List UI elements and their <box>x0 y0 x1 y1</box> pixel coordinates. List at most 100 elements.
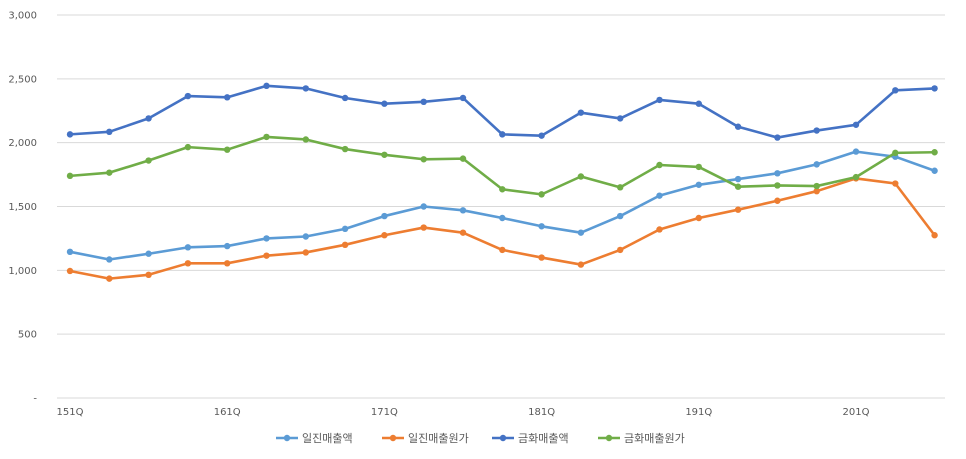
y-tick-label: 500 <box>18 330 37 341</box>
data-point <box>341 145 349 153</box>
data-point <box>66 267 74 275</box>
data-point <box>420 156 427 163</box>
y-tick-label: - <box>33 394 37 405</box>
data-point <box>538 254 545 261</box>
data-point <box>145 250 152 257</box>
data-point <box>184 92 192 100</box>
data-point <box>892 149 899 157</box>
series-line <box>68 135 936 196</box>
series-line <box>68 84 936 139</box>
data-point <box>184 244 192 251</box>
data-point <box>499 131 506 138</box>
data-point <box>499 246 506 254</box>
data-point <box>774 197 781 204</box>
x-tick-label: 171Q <box>371 407 398 418</box>
data-point <box>184 143 192 151</box>
data-point <box>302 85 309 92</box>
data-point <box>459 94 467 102</box>
data-point <box>184 260 192 267</box>
data-point <box>617 212 624 220</box>
data-point <box>145 157 152 164</box>
x-tick-label: 181Q <box>528 407 555 418</box>
y-tick-label: 2,000 <box>8 138 37 149</box>
legend: 일진매출액 일진매출원가 금화매출액 금화매출원가 <box>276 431 685 445</box>
legend-marker <box>389 434 397 442</box>
x-axis-tick-labels: 151Q 161Q 171Q 181Q 191Q 201Q <box>57 407 870 418</box>
data-point <box>774 170 781 177</box>
data-point <box>931 232 938 239</box>
data-point <box>224 146 231 153</box>
y-tick-label: 2,500 <box>8 74 37 85</box>
series-lines <box>66 82 938 282</box>
data-point <box>106 256 113 263</box>
series-1 <box>66 148 938 263</box>
series-4 <box>66 133 938 198</box>
series-line <box>68 177 936 280</box>
data-point <box>656 161 663 169</box>
data-point <box>538 132 545 139</box>
data-point <box>145 271 152 279</box>
data-point <box>734 183 742 190</box>
legend-entry: 일진매출액 <box>276 431 353 445</box>
data-point <box>577 261 585 268</box>
data-point <box>381 212 388 220</box>
x-tick-label: 201Q <box>843 407 870 418</box>
data-point <box>420 203 427 210</box>
data-point <box>381 151 388 158</box>
x-tick-label: 161Q <box>214 407 241 418</box>
data-point <box>577 173 585 180</box>
data-point <box>499 214 506 222</box>
legend-entry: 일진매출원가 <box>382 431 469 445</box>
data-point <box>577 109 585 116</box>
data-point <box>892 180 899 187</box>
legend-entry: 금화매출원가 <box>598 432 685 445</box>
data-point <box>656 96 663 104</box>
data-point <box>106 169 113 176</box>
data-point <box>341 94 349 102</box>
data-point <box>734 175 742 183</box>
data-point <box>695 181 702 188</box>
data-point <box>774 182 781 189</box>
data-point <box>106 275 113 282</box>
data-point <box>341 225 349 233</box>
data-point <box>538 191 545 198</box>
data-point <box>852 148 860 155</box>
legend-label: 금화매출액 <box>518 432 569 445</box>
data-point <box>66 248 74 256</box>
legend-label: 일진매출액 <box>302 431 353 445</box>
data-point <box>302 233 309 240</box>
data-point <box>420 224 427 231</box>
data-point <box>263 82 270 90</box>
series-2 <box>66 175 938 282</box>
data-point <box>302 249 309 256</box>
data-point <box>813 127 820 134</box>
data-point <box>813 187 820 195</box>
series-3 <box>66 82 938 141</box>
data-point <box>852 173 860 181</box>
data-point <box>263 133 270 141</box>
data-point <box>145 115 152 122</box>
data-point <box>66 172 74 180</box>
legend-entry: 금화매출액 <box>492 432 569 445</box>
data-point <box>302 136 309 143</box>
data-point <box>420 98 427 106</box>
data-point <box>695 100 702 107</box>
y-tick-label: 1,500 <box>8 202 37 213</box>
data-point <box>66 131 74 138</box>
legend-marker <box>499 434 507 442</box>
gridlines <box>57 14 945 399</box>
data-point <box>224 94 231 101</box>
data-point <box>813 161 820 168</box>
data-point <box>341 241 349 248</box>
data-point <box>931 167 938 174</box>
series-line <box>68 150 936 261</box>
data-point <box>695 214 702 222</box>
data-point <box>499 186 506 193</box>
data-point <box>931 85 938 92</box>
data-point <box>538 223 545 230</box>
x-tick-label: 151Q <box>57 407 84 418</box>
data-point <box>892 87 899 94</box>
data-point <box>931 149 938 156</box>
data-point <box>656 226 663 233</box>
data-point <box>459 155 467 162</box>
